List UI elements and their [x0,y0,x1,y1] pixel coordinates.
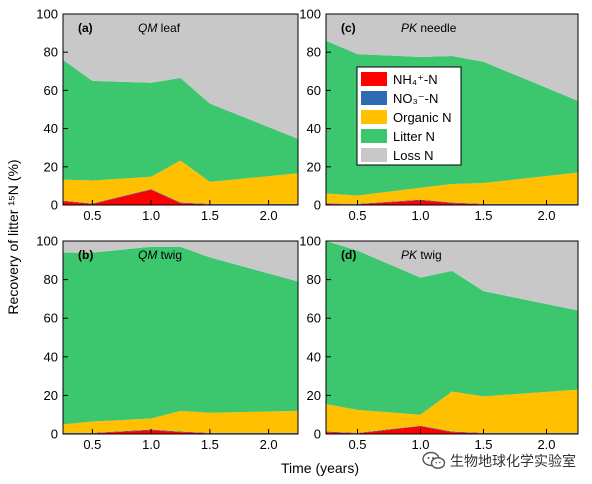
legend-label-non: NO₃⁻-N [393,91,438,106]
panel-title: PK twig [401,248,442,262]
area-littern [326,241,578,415]
y-tick-label: 60 [44,311,58,326]
area-organicn [326,389,578,433]
y-tick-label: 40 [44,349,58,364]
x-tick-label: 1.5 [201,208,219,223]
panel-title: QM twig [138,248,182,262]
legend-swatch-organicn [361,110,387,124]
plot-frame [325,240,579,435]
panel-tag: (d) [341,248,356,262]
y-tick-label: 0 [314,198,321,213]
y-tick-label: 80 [307,272,321,287]
y-tick-label: 100 [36,234,58,249]
x-tick-label: 2.0 [537,437,555,452]
x-tick-label: 1.5 [474,437,492,452]
x-tick-label: 1.5 [474,208,492,223]
plot-frame [62,240,299,435]
area-lossn [326,241,578,311]
area-organicn [63,160,298,204]
x-tick-label: 1.0 [142,437,160,452]
y-tick-label: 80 [307,45,321,60]
area-non [63,189,298,205]
area-organicn [63,410,298,433]
x-tick-label: 0.5 [348,208,366,223]
x-tick-label: 1.5 [201,437,219,452]
area-nhn [326,200,578,205]
area-organicn [326,172,578,204]
y-tick-label: 100 [299,234,321,249]
x-tick-label: 0.5 [83,437,101,452]
x-tick-label: 2.0 [260,437,278,452]
y-tick-label: 0 [51,198,58,213]
panel-tag: (b) [78,248,93,262]
y-tick-label: 60 [307,311,321,326]
panel-tag: (c) [341,21,356,35]
panel-title: QM leaf [138,21,181,35]
area-nhn [63,189,298,205]
watermark: 生物地球化学实验室 [422,450,576,472]
panel-tag: (a) [78,21,93,35]
legend-swatch-lossn [361,148,387,162]
y-tick-label: 0 [314,427,321,442]
panel-a: 0 20 40 60 80 100 0.5 1.0 1.5 2.0 (a) QM leaf [36,7,299,223]
area-lossn [326,14,578,101]
y-tick-label: 60 [44,83,58,98]
area-non [326,425,578,434]
legend-swatch-non [361,91,387,105]
x-tick-label: 1.0 [411,437,429,452]
panel-d: 0 20 40 60 80 100 0.5 1.0 1.5 2.0 (d) PK twig [299,234,579,452]
y-tick-label: 20 [307,388,321,403]
area-stack [326,241,578,434]
y-tick-label: 100 [299,7,321,22]
legend-label-organicn: Organic N [393,110,452,125]
y-tick-label: 40 [44,121,58,136]
area-non [326,199,578,205]
watermark-text: 生物地球化学实验室 [450,454,576,470]
area-stack [63,14,298,205]
y-tick-label: 20 [307,159,321,174]
legend-label-nhn: NH₄⁺-N [393,72,438,87]
legend-label-littern: Litter N [393,129,435,144]
y-tick-label: 40 [307,121,321,136]
area-littern [63,246,298,425]
x-tick-label: 2.0 [537,208,555,223]
legend-label-lossn: Loss N [393,148,433,163]
y-tick-label: 40 [307,349,321,364]
x-tick-label: 0.5 [348,437,366,452]
y-tick-label: 20 [44,159,58,174]
area-lossn [63,14,298,139]
y-tick-label: 80 [44,45,58,60]
panels: 0 20 40 60 80 100 0.5 1.0 1.5 2.0 (a) QM leaf 0 20 40 6… [36,7,579,452]
plot-frame [325,13,579,206]
x-tick-label: 1.0 [411,208,429,223]
x-tick-label: 1.0 [142,208,160,223]
legend-swatch-nhn [361,72,387,86]
x-axis-title: Time (years) [281,460,359,476]
legend-swatch-littern [361,129,387,143]
legend: NH₄⁺-N NO₃⁻-N Organic N Litter N Loss N [356,66,462,166]
area-stack [63,241,298,434]
x-tick-label: 0.5 [83,208,101,223]
y-tick-label: 60 [307,83,321,98]
y-tick-label: 0 [51,427,58,442]
area-littern [63,59,298,182]
plot-frame [62,13,299,206]
y-axis-title: Recovery of litter ¹⁵N (%) [5,159,21,314]
y-tick-label: 80 [44,272,58,287]
wechat-icon [422,451,446,469]
area-lossn [63,241,298,282]
area-nhn [326,426,578,434]
y-tick-label: 20 [44,388,58,403]
panel-b: 0 20 40 60 80 100 0.5 1.0 1.5 2.0 (b) QM twig [36,234,299,452]
x-tick-label: 2.0 [260,208,278,223]
panel-title: PK needle [401,21,457,35]
y-tick-label: 100 [36,7,58,22]
